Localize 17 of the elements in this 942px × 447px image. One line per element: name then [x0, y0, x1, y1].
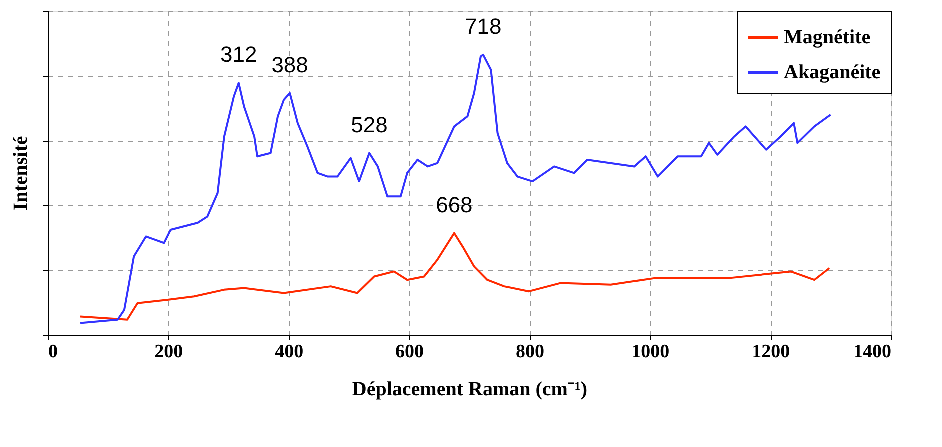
annotation: 668	[436, 192, 473, 218]
annotation: 312	[220, 42, 258, 68]
x-tick-label: 600	[396, 342, 424, 362]
annotation: 718	[464, 14, 502, 39]
y-axis-title: Intensité	[10, 136, 32, 211]
annotation: 528	[351, 112, 388, 138]
x-tick-label: 400	[275, 342, 304, 362]
legend-label: Magnétite	[784, 26, 871, 48]
annotation: 388	[272, 52, 308, 78]
x-tick-label: 1200	[752, 342, 790, 362]
x-axis-title: Déplacement Raman (cm⁻¹)	[352, 378, 588, 400]
x-tick-label: 200	[154, 342, 184, 362]
legend-label: Akaganéite	[784, 62, 881, 84]
x-tick-label: 1400	[854, 342, 892, 362]
x-tick-label: 800	[516, 342, 544, 362]
x-tick-label: 1000	[632, 342, 670, 362]
x-tick-label: 0	[48, 342, 58, 362]
